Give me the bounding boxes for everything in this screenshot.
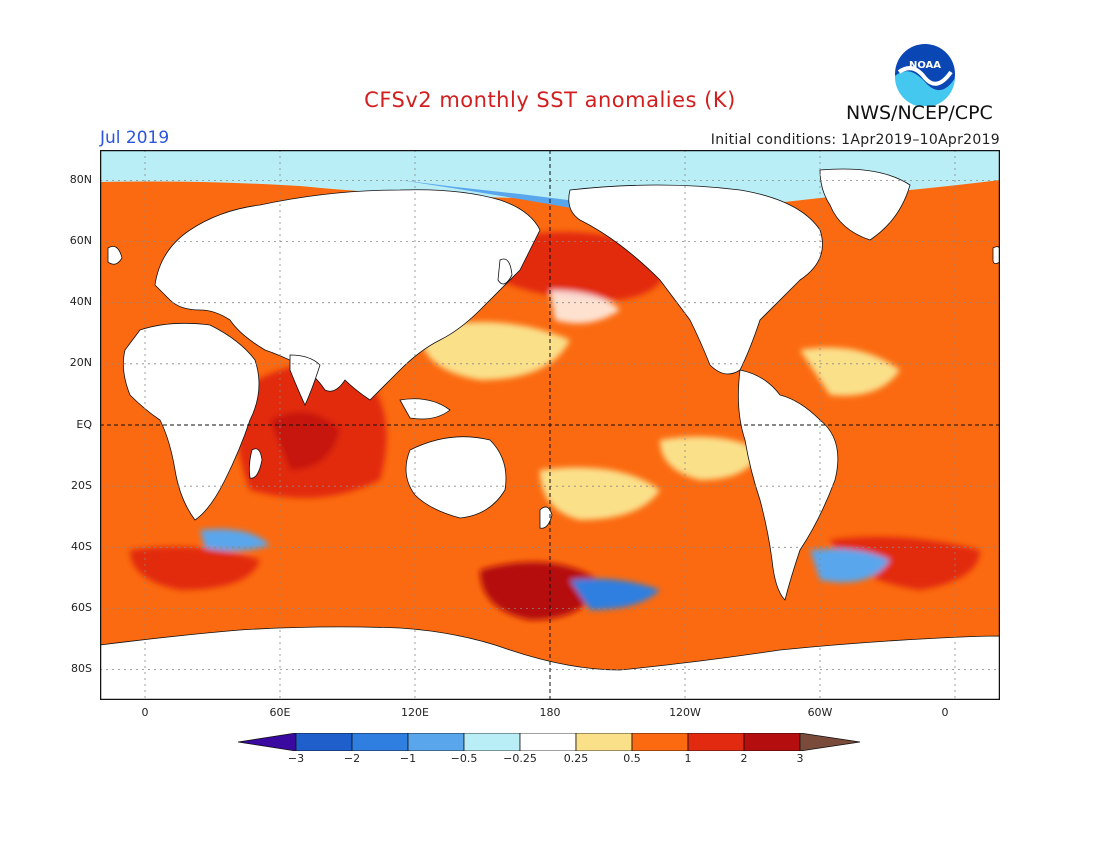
colorbar-bin bbox=[687, 733, 745, 751]
colorbar-bin bbox=[407, 733, 465, 751]
colorbar bbox=[238, 733, 861, 751]
lat-label: 40N bbox=[69, 295, 92, 308]
new-zealand bbox=[539, 506, 553, 529]
lat-label: 20N bbox=[69, 356, 92, 369]
colorbar-label: −0.5 bbox=[450, 752, 478, 765]
lon-label: 120E bbox=[401, 706, 429, 719]
lon-label: 0 bbox=[141, 706, 149, 719]
colorbar-bin bbox=[295, 733, 353, 751]
madagascar bbox=[248, 448, 263, 479]
colorbar-bin bbox=[463, 733, 521, 751]
india bbox=[289, 354, 321, 406]
colorbar-label: 0.5 bbox=[623, 752, 641, 765]
noaa-logo: NOAA bbox=[894, 44, 955, 106]
africa bbox=[122, 322, 260, 521]
sst-anomaly-map bbox=[100, 150, 1000, 700]
month-label: Jul 2019 bbox=[100, 128, 170, 148]
colorbar-bin bbox=[519, 733, 577, 751]
australia bbox=[405, 436, 507, 519]
colorbar-bin bbox=[631, 733, 689, 751]
lat-label: 60S bbox=[71, 601, 92, 614]
lat-label: 80N bbox=[69, 173, 92, 186]
lat-label: 20S bbox=[71, 479, 92, 492]
british-isles bbox=[107, 245, 123, 265]
indonesia bbox=[399, 398, 451, 420]
colorbar-label: 2 bbox=[740, 752, 748, 765]
colorbar-label: −1 bbox=[399, 752, 417, 765]
greenland bbox=[819, 168, 911, 241]
colorbar-label: 3 bbox=[796, 752, 804, 765]
colorbar-arrow-low bbox=[238, 733, 297, 751]
lat-label: EQ bbox=[76, 418, 92, 431]
colorbar-label: −3 bbox=[287, 752, 305, 765]
lon-label: 60W bbox=[807, 706, 833, 719]
colorbar-bin bbox=[743, 733, 801, 751]
colorbar-bin bbox=[351, 733, 409, 751]
colorbar-arrow-high bbox=[799, 733, 861, 751]
lon-label: 0 bbox=[941, 706, 949, 719]
colorbar-label: −0.25 bbox=[503, 752, 537, 765]
anomaly-patches bbox=[130, 232, 980, 620]
colorbar-label: 1 bbox=[684, 752, 692, 765]
colorbar-label: −2 bbox=[343, 752, 361, 765]
colorbar-bin bbox=[575, 733, 633, 751]
noaa-logo-text: NOAA bbox=[909, 60, 941, 71]
colorbar-label: 0.25 bbox=[563, 752, 589, 765]
south-america bbox=[737, 369, 839, 601]
lon-label: 60E bbox=[269, 706, 291, 719]
lat-label: 40S bbox=[71, 540, 92, 553]
japan bbox=[497, 258, 513, 285]
lon-label: 120W bbox=[669, 706, 701, 719]
lon-label: 180 bbox=[539, 706, 561, 719]
map-frame bbox=[100, 150, 1000, 700]
initial-conditions: Initial conditions: 1Apr2019–10Apr2019 bbox=[710, 132, 1000, 148]
lat-label: 60N bbox=[69, 234, 92, 247]
equator-dateline bbox=[100, 150, 1000, 700]
map-title: CFSv2 monthly SST anomalies (K) bbox=[364, 88, 736, 112]
lat-label: 80S bbox=[71, 662, 92, 675]
agency-label: NWS/NCEP/CPC bbox=[846, 102, 993, 124]
eurasia bbox=[154, 189, 541, 401]
